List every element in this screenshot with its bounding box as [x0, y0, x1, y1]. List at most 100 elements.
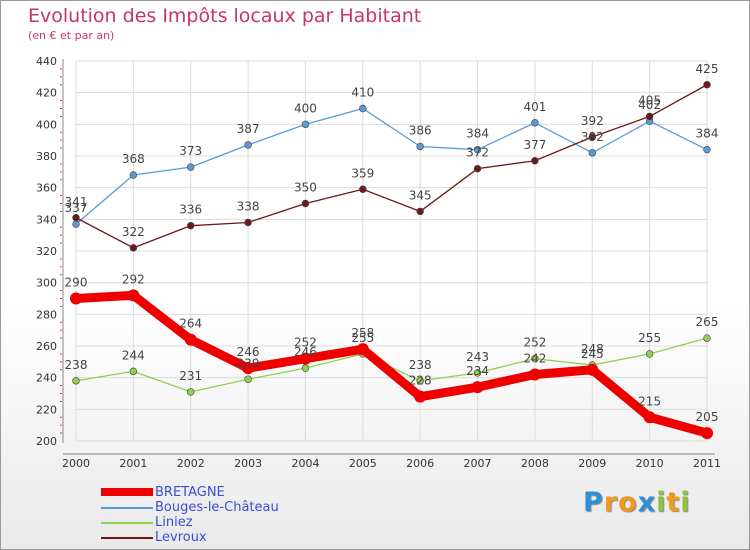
logo-letter: r	[603, 487, 619, 518]
data-point	[301, 199, 310, 208]
y-tick-label: 340	[36, 213, 57, 226]
data-point	[72, 220, 80, 228]
data-point	[645, 350, 654, 358]
y-tick-label: 400	[36, 118, 57, 131]
data-label: 255	[351, 331, 374, 345]
data-point	[301, 120, 310, 129]
data-point	[416, 142, 424, 151]
data-label: 410	[351, 86, 374, 100]
legend-label: Liniez	[155, 515, 193, 530]
y-tick-label: 420	[36, 87, 57, 100]
data-label: 255	[638, 331, 661, 345]
data-point	[127, 289, 140, 302]
data-point	[359, 104, 367, 113]
data-label: 244	[122, 348, 145, 362]
data-label: 392	[581, 114, 604, 128]
data-point	[242, 362, 255, 375]
x-tick-label: 2000	[62, 457, 90, 470]
series-bouges-le-ch-teau	[72, 104, 711, 228]
data-point	[72, 214, 80, 222]
x-tick-label: 2003	[234, 457, 262, 470]
logo-letter: t	[666, 487, 681, 518]
x-tick-label: 2009	[578, 457, 606, 470]
data-point	[244, 141, 252, 149]
data-label: 359	[351, 166, 374, 180]
y-tick-label: 360	[36, 182, 57, 195]
data-label: 245	[581, 347, 604, 361]
data-point	[643, 411, 656, 424]
y-tick-label: 220	[36, 403, 57, 416]
data-label: 401	[523, 100, 546, 114]
data-label: 234	[466, 364, 489, 378]
logo-letter: x	[637, 487, 657, 518]
data-point	[528, 368, 541, 381]
data-label: 252	[294, 336, 317, 350]
x-tick-label: 2008	[521, 457, 549, 470]
series-line	[71, 290, 712, 438]
data-point	[703, 334, 711, 342]
y-tick-label: 300	[36, 277, 57, 290]
legend-swatch	[101, 488, 153, 496]
data-point	[414, 390, 427, 403]
data-label: 337	[65, 201, 88, 215]
series-levroux	[72, 81, 711, 252]
data-label: 345	[409, 188, 432, 202]
data-point	[531, 119, 539, 127]
data-label: 264	[179, 317, 202, 331]
data-label: 292	[122, 272, 145, 286]
data-label: 231	[179, 369, 202, 383]
data-point	[187, 221, 195, 230]
legend-label: Bouges-le-Château	[155, 500, 279, 515]
data-point	[531, 157, 539, 165]
x-tick-label: 2007	[464, 457, 492, 470]
data-label: 205	[696, 410, 719, 424]
data-point	[72, 377, 80, 385]
data-label: 382	[581, 130, 604, 144]
data-point	[473, 145, 482, 154]
data-label: 265	[696, 315, 719, 329]
data-point	[588, 149, 596, 157]
logo-letter: P	[583, 487, 604, 518]
legend-swatch	[101, 537, 153, 539]
data-label: 252	[523, 336, 546, 350]
x-tick-label: 2006	[406, 457, 434, 470]
data-point	[473, 164, 482, 173]
data-label: 405	[638, 93, 661, 107]
logo-letter: i	[656, 487, 667, 518]
data-label: 350	[294, 181, 317, 195]
data-point	[703, 145, 711, 154]
data-point	[70, 292, 82, 305]
data-label: 373	[179, 144, 202, 158]
data-label: 258	[351, 326, 374, 340]
data-label: 336	[179, 203, 202, 217]
data-point	[416, 377, 424, 385]
data-label: 341	[65, 195, 88, 209]
data-label: 402	[638, 98, 661, 112]
legend-swatch	[101, 507, 153, 509]
x-tick-label: 2010	[636, 457, 664, 470]
data-label: 239	[237, 356, 260, 370]
y-tick-label: 260	[36, 340, 57, 353]
legend-label: BRETAGNE	[155, 485, 225, 500]
data-label: 368	[122, 152, 145, 166]
data-point	[301, 364, 310, 372]
data-point	[473, 369, 482, 377]
x-tick-label: 2001	[119, 457, 147, 470]
data-point	[416, 207, 424, 216]
chart-title: Evolution des Impôts locaux par Habitant	[28, 5, 422, 27]
data-point	[187, 388, 195, 396]
legend-swatch	[101, 522, 153, 524]
data-label: 377	[523, 138, 546, 152]
data-label: 425	[696, 62, 719, 76]
data-label: 228	[409, 374, 432, 388]
data-point	[701, 427, 713, 440]
data-point	[184, 333, 197, 346]
data-point	[703, 81, 711, 89]
data-label: 384	[696, 127, 719, 141]
data-point	[244, 218, 252, 227]
data-point	[129, 171, 138, 179]
data-label: 400	[294, 101, 317, 115]
data-label: 246	[237, 345, 260, 359]
